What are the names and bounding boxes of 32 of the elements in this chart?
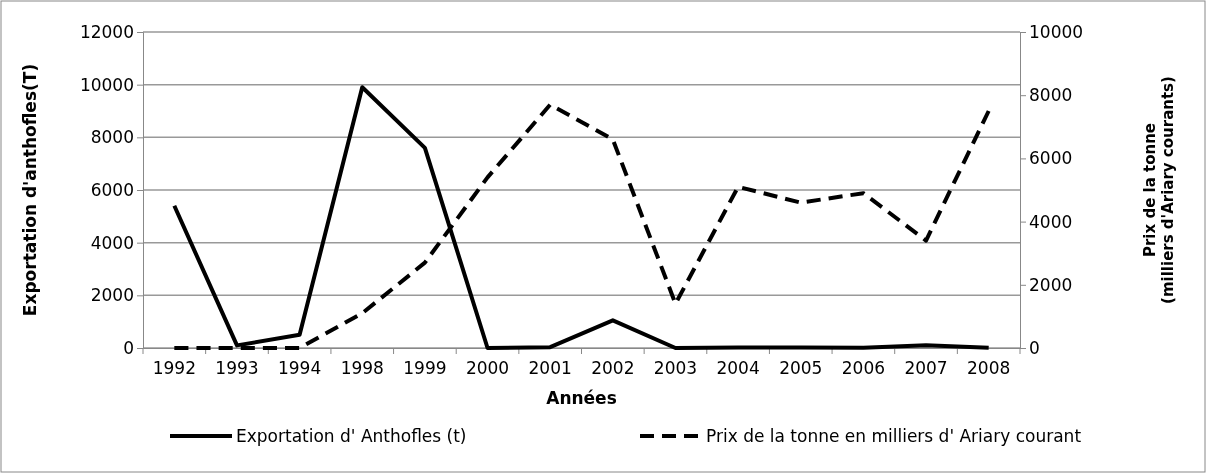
y2-tick-label: 10000	[1029, 21, 1084, 42]
y-tick-label: 4000	[90, 232, 134, 253]
y2-tick-label: 2000	[1029, 274, 1073, 295]
legend-label: Exportation d' Anthofles (t)	[236, 426, 467, 446]
y2-tick-label: 8000	[1029, 85, 1073, 106]
x-tick-label: 2008	[967, 358, 1011, 379]
y2-tick-label: 6000	[1029, 148, 1073, 169]
x-tick-label: 1992	[152, 358, 196, 379]
x-tick-label: 2005	[779, 358, 823, 379]
y-axis-title: Exportation d'anthofles(T)	[20, 63, 40, 317]
x-tick-label: 2002	[591, 358, 635, 379]
x-axis-title: Années	[546, 388, 617, 408]
y-tick-label: 12000	[79, 21, 134, 42]
y-tick-label: 10000	[79, 74, 134, 95]
y-tick-label: 0	[123, 337, 134, 358]
x-tick-label: 1998	[340, 358, 384, 379]
x-tick-label: 2000	[465, 358, 510, 379]
y2-tick-label: 4000	[1029, 211, 1073, 232]
y-tick-label: 6000	[90, 179, 134, 200]
x-tick-label: 2007	[904, 358, 948, 379]
x-tick-label: 2006	[841, 358, 886, 379]
y2-axis-title: Prix de la tonne (milliers d'Ariary courants)	[1141, 76, 1177, 304]
x-tick-label: 2004	[716, 358, 760, 379]
x-tick-label: 1999	[403, 358, 447, 379]
x-tick-label: 1993	[215, 358, 259, 379]
y-tick-label: 8000	[90, 127, 134, 148]
x-tick-label: 2003	[653, 358, 698, 379]
y2-tick-label: 0	[1029, 337, 1040, 358]
x-tick-label: 1994	[277, 358, 322, 379]
y-tick-label: 2000	[90, 285, 134, 306]
legend-label: Prix de la tonne en milliers d' Ariary courant	[706, 426, 1082, 446]
x-tick-label: 2001	[528, 358, 572, 379]
